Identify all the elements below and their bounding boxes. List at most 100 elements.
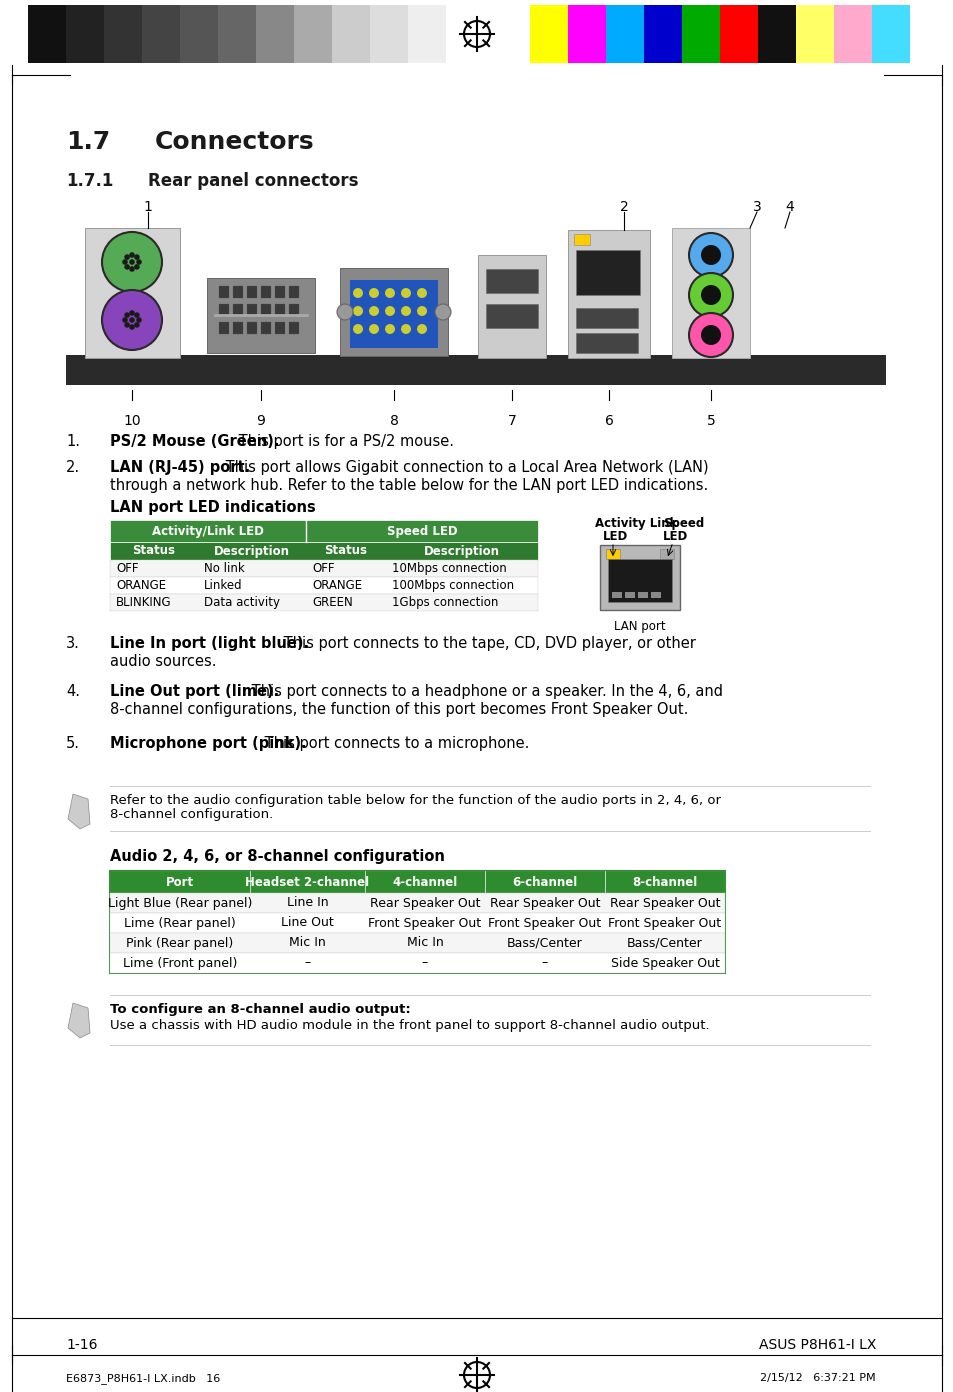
Circle shape bbox=[102, 290, 162, 349]
Text: Headset 2-channel: Headset 2-channel bbox=[245, 876, 369, 888]
Text: 4.: 4. bbox=[66, 683, 80, 699]
Text: 8-channel configuration.: 8-channel configuration. bbox=[110, 807, 273, 821]
Bar bbox=[607, 560, 671, 601]
Text: –: – bbox=[304, 956, 311, 969]
Bar bbox=[477, 255, 545, 358]
Text: To configure an 8-channel audio output:: To configure an 8-channel audio output: bbox=[110, 1004, 411, 1016]
Text: Front Speaker Out: Front Speaker Out bbox=[368, 916, 481, 930]
Bar bbox=[370, 6, 408, 63]
Bar bbox=[110, 913, 724, 933]
Text: ORANGE: ORANGE bbox=[116, 579, 166, 592]
Text: 9: 9 bbox=[256, 413, 265, 427]
Circle shape bbox=[122, 317, 128, 323]
Circle shape bbox=[122, 259, 128, 264]
Text: Speed LED: Speed LED bbox=[386, 525, 456, 537]
Text: Linked: Linked bbox=[204, 579, 242, 592]
Circle shape bbox=[336, 303, 353, 320]
Bar bbox=[247, 285, 256, 298]
Text: Data activity: Data activity bbox=[204, 596, 280, 610]
Bar bbox=[110, 954, 724, 973]
Text: Bass/Center: Bass/Center bbox=[626, 937, 702, 949]
Text: –: – bbox=[421, 956, 428, 969]
Text: 1: 1 bbox=[143, 200, 152, 214]
Bar bbox=[605, 6, 643, 63]
Circle shape bbox=[435, 303, 451, 320]
Text: Audio 2, 4, 6, or 8-channel configuration: Audio 2, 4, 6, or 8-channel configuratio… bbox=[110, 849, 444, 864]
Circle shape bbox=[400, 288, 411, 298]
Bar bbox=[339, 269, 448, 356]
Text: Mic In: Mic In bbox=[289, 937, 326, 949]
Text: LED: LED bbox=[662, 529, 687, 543]
Bar bbox=[28, 6, 66, 63]
Circle shape bbox=[688, 232, 732, 277]
Circle shape bbox=[353, 306, 363, 316]
Circle shape bbox=[688, 273, 732, 317]
Text: Rear Speaker Out: Rear Speaker Out bbox=[370, 896, 479, 909]
Bar bbox=[142, 6, 180, 63]
Bar bbox=[104, 6, 142, 63]
Bar bbox=[650, 592, 660, 599]
Circle shape bbox=[136, 317, 142, 323]
Text: Front Speaker Out: Front Speaker Out bbox=[608, 916, 720, 930]
Bar bbox=[219, 322, 229, 334]
Text: 2.: 2. bbox=[66, 459, 80, 475]
Bar bbox=[576, 333, 638, 354]
Bar bbox=[332, 6, 370, 63]
Bar bbox=[247, 322, 256, 334]
Text: E6873_P8H61-I LX.indb   16: E6873_P8H61-I LX.indb 16 bbox=[66, 1373, 220, 1384]
Text: Port: Port bbox=[166, 876, 193, 888]
Bar bbox=[659, 548, 673, 560]
Text: Refer to the audio configuration table below for the function of the audio ports: Refer to the audio configuration table b… bbox=[110, 793, 720, 807]
Circle shape bbox=[134, 312, 139, 317]
Bar bbox=[350, 280, 437, 348]
Circle shape bbox=[353, 324, 363, 334]
Text: Lime (Front panel): Lime (Front panel) bbox=[123, 956, 237, 969]
Bar bbox=[530, 6, 567, 63]
Circle shape bbox=[416, 288, 427, 298]
Text: 8: 8 bbox=[389, 413, 398, 427]
Text: Microphone port (pink).: Microphone port (pink). bbox=[110, 736, 307, 752]
Text: Use a chassis with HD audio module in the front panel to support 8-channel audio: Use a chassis with HD audio module in th… bbox=[110, 1019, 709, 1031]
Text: OFF: OFF bbox=[312, 562, 335, 575]
Bar bbox=[795, 6, 833, 63]
Text: 4: 4 bbox=[785, 200, 794, 214]
Bar bbox=[110, 560, 537, 578]
Bar bbox=[66, 355, 885, 386]
Circle shape bbox=[353, 288, 363, 298]
Text: Speed: Speed bbox=[662, 518, 703, 530]
Text: Line In port (light blue).: Line In port (light blue). bbox=[110, 636, 309, 651]
Text: Status: Status bbox=[324, 544, 367, 558]
Bar bbox=[567, 230, 649, 358]
Text: 8-channel configurations, the function of this port becomes Front Speaker Out.: 8-channel configurations, the function o… bbox=[110, 702, 688, 717]
Bar bbox=[576, 308, 638, 329]
Text: Rear Speaker Out: Rear Speaker Out bbox=[609, 896, 720, 909]
Text: This port allows Gigabit connection to a Local Area Network (LAN): This port allows Gigabit connection to a… bbox=[220, 459, 707, 475]
Bar bbox=[289, 322, 298, 334]
Bar bbox=[66, 6, 104, 63]
Circle shape bbox=[129, 252, 134, 258]
Bar bbox=[605, 548, 619, 560]
Circle shape bbox=[134, 322, 139, 327]
Text: ASUS P8H61-I LX: ASUS P8H61-I LX bbox=[758, 1338, 875, 1352]
Bar bbox=[408, 6, 446, 63]
Text: 3.: 3. bbox=[66, 636, 80, 651]
Circle shape bbox=[400, 306, 411, 316]
Text: Side Speaker Out: Side Speaker Out bbox=[610, 956, 719, 969]
Text: 1.7: 1.7 bbox=[66, 129, 111, 155]
Circle shape bbox=[136, 259, 142, 264]
Text: LED: LED bbox=[602, 529, 628, 543]
Circle shape bbox=[129, 310, 134, 316]
Text: This port is for a PS/2 mouse.: This port is for a PS/2 mouse. bbox=[233, 434, 454, 450]
Circle shape bbox=[416, 306, 427, 316]
Text: Status: Status bbox=[132, 544, 175, 558]
Bar bbox=[833, 6, 871, 63]
Text: Line Out: Line Out bbox=[281, 916, 334, 930]
Text: 8-channel: 8-channel bbox=[632, 876, 697, 888]
Text: PS/2 Mouse (Green).: PS/2 Mouse (Green). bbox=[110, 434, 279, 450]
Bar bbox=[576, 251, 639, 295]
Text: Description: Description bbox=[423, 544, 499, 558]
Text: 10Mbps connection: 10Mbps connection bbox=[392, 562, 506, 575]
Circle shape bbox=[129, 317, 134, 323]
Text: Line Out port (lime).: Line Out port (lime). bbox=[110, 683, 279, 699]
Bar bbox=[643, 6, 681, 63]
